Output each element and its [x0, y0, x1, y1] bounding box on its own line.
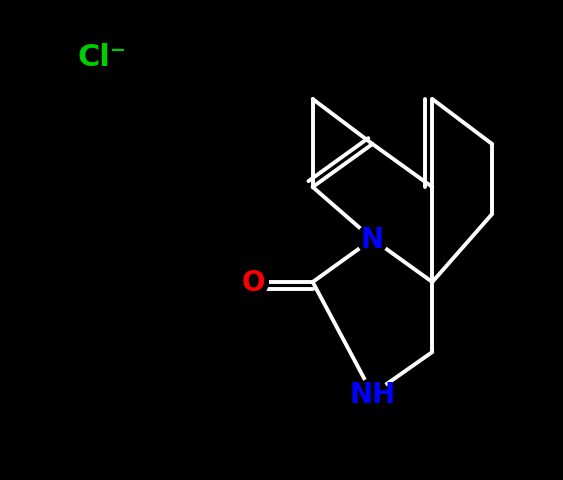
Circle shape	[357, 379, 388, 409]
Text: N: N	[361, 226, 384, 253]
Circle shape	[357, 224, 388, 255]
Text: Cl⁻: Cl⁻	[77, 43, 126, 72]
Text: O: O	[241, 268, 265, 296]
Text: NH: NH	[350, 380, 396, 408]
Circle shape	[238, 267, 269, 298]
